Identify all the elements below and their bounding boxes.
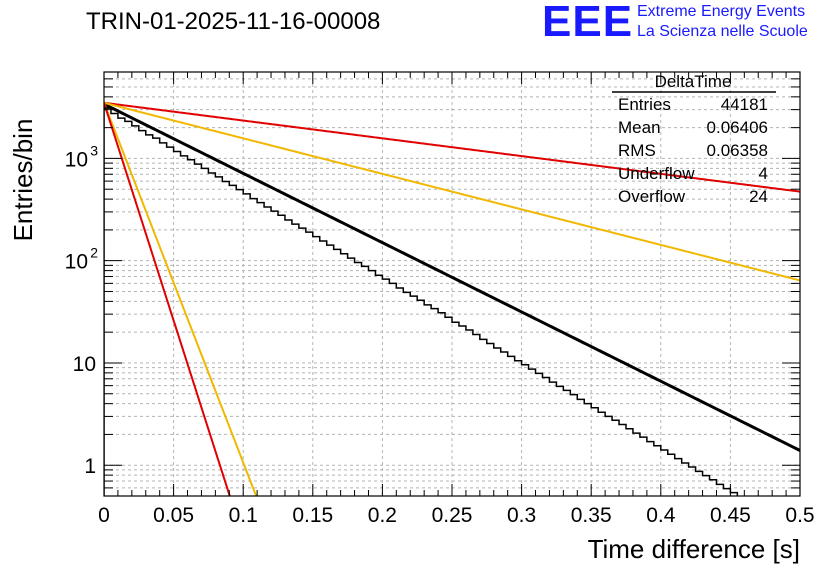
- y-tick-label-exponent: 3: [90, 142, 98, 158]
- y-axis-label: Entries/bin: [8, 119, 38, 242]
- eee-logo-line2: La Scienza nelle Scuole: [637, 23, 808, 40]
- x-tick-labels: 0 0.05 0.1 0.15 0.2 0.25 0.3 0.35 0.4 0.45 0.5: [98, 504, 814, 527]
- limit-curve-steep-mid: [104, 102, 258, 496]
- histogram-deltatime: [104, 107, 739, 496]
- stats-title: DeltaTime: [655, 72, 732, 91]
- x-tick-label: 0.4: [646, 504, 676, 527]
- limit-curve-upper: [104, 101, 800, 193]
- x-tick-label: 0.45: [710, 504, 751, 527]
- axis-ticks: [103, 71, 801, 497]
- stats-row-label: Entries: [618, 95, 671, 114]
- x-tick-label: 0.25: [432, 504, 473, 527]
- x-tick-label: 0.15: [292, 504, 333, 527]
- stats-row-label: Mean: [618, 118, 661, 137]
- x-axis-label: Time difference [s]: [588, 534, 800, 564]
- stats-row-label: Underflow: [618, 164, 695, 183]
- stats-box: DeltaTime Entries 44181 Mean 0.06406 RMS 0.06…: [612, 72, 776, 206]
- stats-row-value: 44181: [721, 95, 768, 114]
- eee-logo: EEE: [542, 0, 634, 46]
- x-tick-label: 0.05: [153, 504, 194, 527]
- stats-row-value: 4: [759, 164, 768, 183]
- limit-curve-steep: [104, 102, 231, 496]
- stats-row-label: Overflow: [618, 187, 686, 206]
- x-tick-label: 0.5: [785, 504, 814, 527]
- stats-row-label: RMS: [618, 141, 656, 160]
- exponential-fit: [104, 102, 800, 452]
- x-tick-label: 0.35: [571, 504, 612, 527]
- x-tick-label: 0.1: [229, 504, 258, 527]
- x-tick-label: 0.3: [507, 504, 536, 527]
- stats-row-value: 0.06406: [707, 118, 768, 137]
- y-tick-label: 1: [84, 455, 96, 478]
- stats-row-value: 24: [749, 187, 768, 206]
- eee-logo-line1: Extreme Energy Events: [637, 3, 806, 20]
- y-tick-label: 10: [65, 251, 88, 274]
- stats-rows: Entries 44181 Mean 0.06406 RMS 0.06358 Underfl…: [618, 95, 768, 206]
- histogram-layer: [104, 107, 739, 496]
- histogram-title: TRIN-01-2025-11-16-00008: [86, 8, 381, 35]
- stats-row-value: 0.06358: [707, 141, 768, 160]
- y-tick-label: 10: [73, 353, 96, 376]
- limit-curve-mid: [104, 101, 800, 282]
- y-tick-label: 10: [65, 148, 88, 171]
- x-tick-label: 0: [98, 504, 110, 527]
- fit-curves: [104, 101, 800, 496]
- x-tick-label: 0.2: [368, 504, 397, 527]
- y-tick-label-exponent: 2: [90, 245, 98, 261]
